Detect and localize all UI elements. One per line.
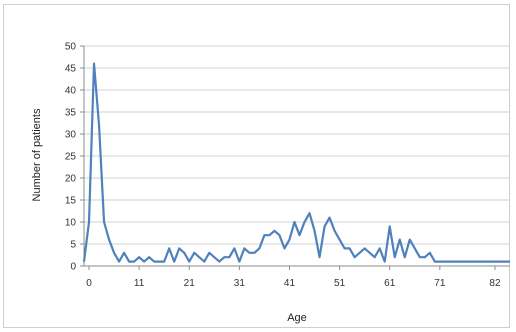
chart-frame xyxy=(3,4,510,328)
y-tick-label: 10 xyxy=(65,218,77,229)
y-tick-label: 25 xyxy=(65,152,77,163)
y-tick-label: 50 xyxy=(65,42,77,53)
x-axis-ticks: 0 11 21 31 41 51 61 71 82 xyxy=(86,266,501,289)
y-tick-label: 5 xyxy=(70,240,76,251)
series-line xyxy=(82,62,510,263)
x-tick-label: 21 xyxy=(184,278,196,289)
y-tick-label: 0 xyxy=(70,262,76,273)
y-tick-label: 45 xyxy=(65,64,77,75)
x-tick-label: 41 xyxy=(284,278,296,289)
x-tick-label: 51 xyxy=(334,278,346,289)
y-axis-ticks: 0 5 10 15 20 25 30 35 40 45 50 xyxy=(65,42,84,273)
y-tick-label: 30 xyxy=(65,130,77,141)
x-tick-label: 0 xyxy=(86,278,92,289)
y-tick-label: 40 xyxy=(65,86,77,97)
gridlines xyxy=(84,45,510,245)
y-tick-label: 15 xyxy=(65,196,77,207)
y-tick-label: 20 xyxy=(65,174,77,185)
x-axis-label: Age xyxy=(287,312,307,324)
x-tick-label: 82 xyxy=(489,278,501,289)
y-tick-label: 35 xyxy=(65,108,77,119)
y-axis-label: Number of patients xyxy=(31,108,43,201)
x-tick-label: 71 xyxy=(434,278,446,289)
x-tick-label: 11 xyxy=(134,278,145,289)
x-tick-label: 61 xyxy=(384,278,396,289)
x-tick-label: 31 xyxy=(234,278,246,289)
